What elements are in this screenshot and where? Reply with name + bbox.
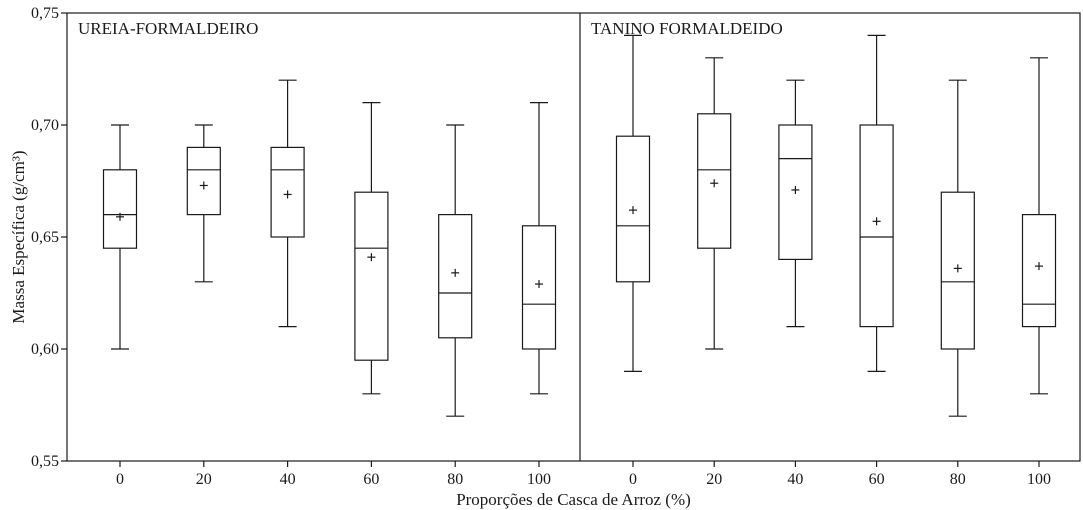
plot-frame: [66, 12, 1081, 462]
panel1-box-80: [438, 214, 473, 339]
x-tick-label: 0: [116, 471, 124, 488]
x-tick-label: 20: [196, 471, 212, 488]
y-tick-label: 0,65: [31, 229, 59, 246]
y-tick-label: 0,70: [31, 117, 59, 134]
panel2-box-60: [859, 124, 894, 328]
y-tick-label: 0,75: [31, 5, 59, 22]
x-tick-label: 40: [787, 471, 803, 488]
panel2-box-100: [1021, 214, 1057, 328]
x-tick-label: 80: [447, 471, 463, 488]
x-tick-label: 40: [280, 471, 296, 488]
y-tick-label: 0,60: [31, 341, 59, 358]
y-axis-title: Massa Específica (g/cm³): [9, 150, 28, 323]
panel-title: UREIA-FORMALDEIRO: [78, 19, 258, 38]
x-tick-label: 0: [629, 471, 637, 488]
x-tick-label: 20: [706, 471, 722, 488]
x-tick-label: 60: [363, 471, 379, 488]
x-axis-title: Proporções de Casca de Arroz (%): [456, 490, 691, 509]
x-tick-label: 100: [1027, 471, 1051, 488]
y-tick-label: 0,55: [31, 453, 59, 470]
x-tick-label: 100: [527, 471, 551, 488]
x-tick-label: 60: [869, 471, 885, 488]
panel1-box-20: [186, 146, 221, 216]
panel-title: TANINO FORMALDEIDO: [591, 19, 783, 38]
panel1-box-0: [102, 169, 138, 249]
x-tick-label: 80: [950, 471, 966, 488]
panel1-box-60: [354, 191, 389, 361]
